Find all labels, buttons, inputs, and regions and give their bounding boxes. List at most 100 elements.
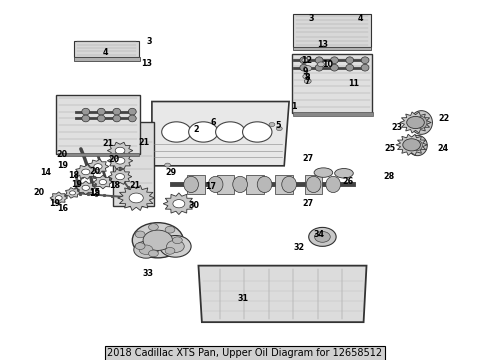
Text: 18: 18: [68, 171, 79, 180]
Text: 13: 13: [318, 40, 328, 49]
Polygon shape: [152, 102, 289, 166]
Circle shape: [132, 223, 183, 258]
Polygon shape: [107, 152, 133, 169]
Text: 5: 5: [275, 121, 281, 130]
Circle shape: [410, 118, 421, 127]
Polygon shape: [75, 165, 97, 179]
Ellipse shape: [315, 64, 323, 71]
Polygon shape: [76, 181, 96, 194]
Text: 27: 27: [303, 199, 314, 207]
Circle shape: [148, 224, 158, 230]
Text: 19: 19: [72, 180, 82, 189]
Circle shape: [165, 163, 171, 167]
Ellipse shape: [330, 57, 338, 64]
Circle shape: [167, 240, 184, 252]
Polygon shape: [293, 47, 371, 50]
Polygon shape: [66, 188, 80, 198]
Ellipse shape: [346, 57, 354, 64]
Circle shape: [406, 141, 417, 149]
Text: 22: 22: [439, 114, 450, 123]
Circle shape: [315, 231, 330, 242]
Circle shape: [318, 62, 324, 67]
Bar: [217, 175, 234, 194]
Text: 18: 18: [109, 181, 120, 190]
Ellipse shape: [335, 168, 353, 178]
Text: 4: 4: [102, 48, 108, 57]
Text: 33: 33: [143, 269, 153, 278]
Polygon shape: [113, 122, 154, 206]
Circle shape: [303, 74, 310, 79]
Ellipse shape: [98, 108, 105, 115]
Ellipse shape: [82, 115, 90, 122]
Polygon shape: [400, 112, 431, 133]
Text: 23: 23: [392, 123, 403, 132]
Polygon shape: [118, 185, 155, 211]
Text: 7: 7: [305, 77, 310, 86]
Circle shape: [165, 226, 175, 233]
Ellipse shape: [408, 135, 427, 156]
Ellipse shape: [314, 168, 333, 177]
Polygon shape: [198, 266, 367, 322]
Circle shape: [407, 116, 424, 129]
Text: 27: 27: [303, 154, 314, 163]
Ellipse shape: [233, 176, 247, 193]
Text: 19: 19: [49, 199, 60, 207]
Ellipse shape: [413, 140, 422, 150]
Bar: [187, 175, 205, 194]
Circle shape: [243, 122, 272, 142]
Text: 3: 3: [147, 37, 152, 46]
Ellipse shape: [306, 176, 321, 193]
Polygon shape: [74, 57, 140, 61]
Ellipse shape: [300, 64, 308, 71]
Ellipse shape: [411, 111, 432, 134]
Ellipse shape: [98, 115, 105, 122]
Text: 21: 21: [138, 138, 149, 147]
Text: 32: 32: [294, 243, 305, 252]
Bar: [293, 112, 373, 116]
Text: 19: 19: [58, 161, 69, 170]
Circle shape: [160, 235, 191, 257]
Circle shape: [304, 66, 312, 71]
Text: 9: 9: [303, 67, 308, 76]
Circle shape: [148, 250, 158, 257]
Ellipse shape: [257, 176, 272, 193]
Circle shape: [135, 243, 145, 249]
Ellipse shape: [128, 108, 136, 115]
Circle shape: [94, 164, 102, 169]
Ellipse shape: [346, 64, 354, 71]
Circle shape: [82, 185, 90, 190]
Circle shape: [162, 122, 191, 142]
Ellipse shape: [113, 115, 121, 122]
Circle shape: [403, 139, 420, 151]
Circle shape: [70, 191, 75, 195]
Bar: [305, 175, 322, 194]
Text: 2: 2: [194, 125, 199, 134]
Text: 16: 16: [58, 204, 69, 213]
Circle shape: [134, 241, 158, 258]
Text: 34: 34: [314, 230, 324, 239]
Text: 20: 20: [109, 154, 120, 163]
Circle shape: [309, 228, 336, 246]
Text: 29: 29: [166, 168, 177, 177]
Circle shape: [139, 245, 153, 255]
Polygon shape: [396, 134, 427, 156]
Circle shape: [302, 58, 308, 62]
Text: 8: 8: [305, 73, 310, 82]
Circle shape: [304, 79, 311, 84]
Polygon shape: [163, 193, 195, 215]
Polygon shape: [88, 159, 109, 174]
Text: 25: 25: [385, 144, 396, 153]
Text: 10: 10: [322, 60, 333, 69]
Polygon shape: [93, 175, 113, 189]
Polygon shape: [56, 95, 140, 154]
Text: 12: 12: [301, 56, 312, 65]
Ellipse shape: [128, 115, 136, 122]
Text: 31: 31: [238, 294, 249, 303]
Circle shape: [165, 247, 175, 254]
Circle shape: [135, 231, 145, 238]
Ellipse shape: [416, 117, 427, 129]
Text: 24: 24: [437, 144, 448, 153]
Polygon shape: [292, 54, 372, 113]
Ellipse shape: [82, 108, 90, 115]
Ellipse shape: [361, 64, 369, 71]
